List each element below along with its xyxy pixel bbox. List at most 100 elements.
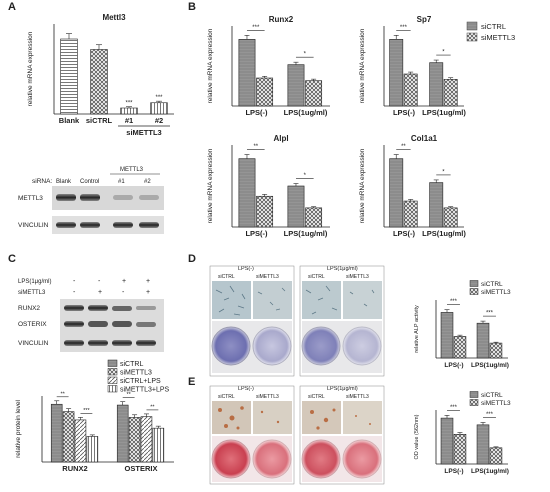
a-mettl3-bar-3	[150, 102, 168, 115]
b-alpl-bar-0-1	[256, 195, 274, 228]
b-runx2-ylabel: relative mRNA expression	[207, 28, 214, 103]
e-sub-2: siMETTL3	[256, 394, 279, 400]
e-top-lps-pos: LPS(1μg/ml)	[327, 386, 358, 392]
e-od-bar-0-1	[453, 433, 467, 465]
b-sp7-bar-1-0	[429, 62, 444, 107]
a-mettl3-sig-3: ***	[155, 95, 163, 101]
d-alp-bar-1-1	[489, 342, 503, 359]
e-well-2	[252, 439, 292, 479]
b-sp7-ylabel: relative mRNA expression	[359, 28, 366, 103]
e-well-4	[342, 439, 382, 479]
blot-a-col-1: #1	[118, 179, 125, 185]
c-protein-ylabel: relative protein level	[15, 400, 22, 458]
a-mettl3-ylabel: relative mRNA expression	[27, 31, 34, 106]
c-protein-sig-1-0: **	[127, 392, 132, 398]
d-alp-sig-1: ***	[486, 311, 494, 317]
blot-c-sign-2-4: +	[146, 289, 150, 296]
c-protein-bar-1-1	[128, 417, 141, 463]
c-protein-bar-1-3	[152, 427, 165, 463]
panel-e-images: LPS(-) LPS(1μg/ml) siCTRL siMETTL3 siCTR…	[209, 385, 385, 485]
a-mettl3-tick-3: #2	[155, 116, 163, 125]
c-protein-sig-0-1: ***	[83, 408, 90, 414]
e-od-tick-0: LPS(-)	[444, 468, 463, 475]
e-od-legend-0: siCTRL	[481, 392, 503, 399]
b-col1a1-sig-1: *	[442, 169, 445, 175]
b-runx2-bar-0-1	[256, 77, 274, 107]
b-alpl-ylabel: relative mRNA expression	[207, 148, 214, 223]
d-alp-bar-1-0	[476, 322, 490, 359]
b-sp7-sig-1: *	[442, 50, 445, 56]
b-sp7-tick-1: LPS(1ug/ml)	[422, 108, 466, 117]
a-mettl3-group-label: siMETTL3	[126, 128, 161, 137]
b-sp7-bar-0-0	[389, 39, 404, 107]
d-sub-1: siCTRL	[218, 274, 235, 280]
e-od-bar-1-0	[476, 424, 490, 465]
c-protein-legend-swatch-3	[107, 385, 118, 393]
b-alpl-title: Alpl	[273, 134, 288, 143]
d-micro-2	[253, 281, 292, 319]
d-alp-legend-swatch-1	[469, 288, 479, 295]
b-sp7-bar-1-1	[443, 79, 458, 107]
c-protein-tick-0: RUNX2	[62, 464, 87, 473]
e-od-ylabel: OD value (562nm)	[414, 414, 420, 459]
a-mettl3-tick-0: Blank	[59, 116, 80, 125]
e-top-lps-neg: LPS(-)	[238, 386, 254, 392]
panel-label-c: C	[8, 253, 16, 265]
chart-layer: Mettl3 relative mRNA expression Blank siCTR…	[15, 13, 511, 475]
c-protein-legend-3: siMETTL3+LPS	[120, 387, 170, 394]
c-protein-legend-swatch-2	[107, 376, 118, 384]
e-od-sig-1: ***	[486, 412, 494, 418]
blot-a-row-vinculin: VINCULIN	[18, 222, 49, 229]
blot-a: siRNA: Blank Control #1 #2 METTL3 METTL3…	[18, 167, 164, 234]
e-od-legend-swatch-1	[469, 399, 479, 406]
d-alp-bar-0-0	[440, 312, 454, 359]
d-micro-3	[302, 281, 341, 319]
b-col1a1-bar-1-1	[443, 207, 458, 228]
a-mettl3-tick-2: #1	[125, 116, 133, 125]
c-protein-bar-0-1	[62, 411, 75, 463]
b-runx2-tick-0: LPS(-)	[245, 108, 268, 117]
a-mettl3-bar-1	[90, 49, 108, 115]
e-od-sig-0: ***	[450, 405, 458, 411]
b-alpl-sig-1: *	[304, 173, 307, 179]
b-sp7-sig-0: ***	[400, 25, 408, 31]
d-well-2	[252, 326, 292, 366]
a-mettl3-bar-2	[120, 107, 138, 115]
d-well-1	[211, 326, 251, 366]
c-protein-sig-1-1: **	[150, 404, 155, 410]
d-top-lps-neg: LPS(-)	[238, 266, 254, 272]
c-protein-bar-0-2	[74, 419, 87, 463]
legend-b: siCTRL siMETTL3	[466, 21, 515, 42]
blot-a-col-control: Control	[80, 179, 99, 185]
c-protein-bar-1-0	[116, 404, 129, 463]
blot-a-col-blank: Blank	[56, 179, 72, 185]
blot-c-label-runx2: RUNX2	[18, 305, 40, 312]
b-alpl-bar-0-0	[238, 158, 256, 228]
e-sub-3: siCTRL	[308, 394, 325, 400]
b-col1a1-bar-0-0	[389, 158, 404, 228]
b-alpl-sig-0: **	[253, 144, 258, 150]
b-alpl-tick-0: LPS(-)	[245, 229, 268, 238]
c-protein-bar-1-2	[140, 416, 153, 463]
d-well-4	[342, 326, 382, 366]
d-alp-bar-0-1	[453, 336, 467, 359]
e-micro-2	[253, 401, 292, 434]
b-sp7-bar-0-1	[403, 73, 418, 107]
b-runx2-bar-1-1	[305, 80, 323, 107]
d-top-lps-pos: LPS(1μg/ml)	[327, 266, 358, 272]
b-runx2-title: Runx2	[269, 15, 294, 24]
e-od-legend-1: siMETTL3	[481, 400, 511, 407]
blot-c-sign-1-4: +	[146, 278, 150, 285]
e-micro-3	[302, 401, 341, 434]
b-runx2-sig-1: *	[304, 52, 307, 58]
e-micro-4	[343, 401, 382, 434]
c-protein-sig-0-0: **	[61, 391, 66, 397]
b-runx2-tick-1: LPS(1ug/ml)	[284, 108, 328, 117]
blot-c-sign-1-2: -	[98, 278, 101, 285]
b-runx2-sig-0: ***	[252, 25, 260, 31]
b-alpl-bar-1-0	[287, 185, 305, 228]
d-well-3	[301, 326, 341, 366]
blot-c: LPS(1μg/ml) siMETTL3 - - + + - + - + RUN…	[18, 278, 164, 352]
b-col1a1-ylabel: relative mRNA expression	[359, 148, 366, 223]
